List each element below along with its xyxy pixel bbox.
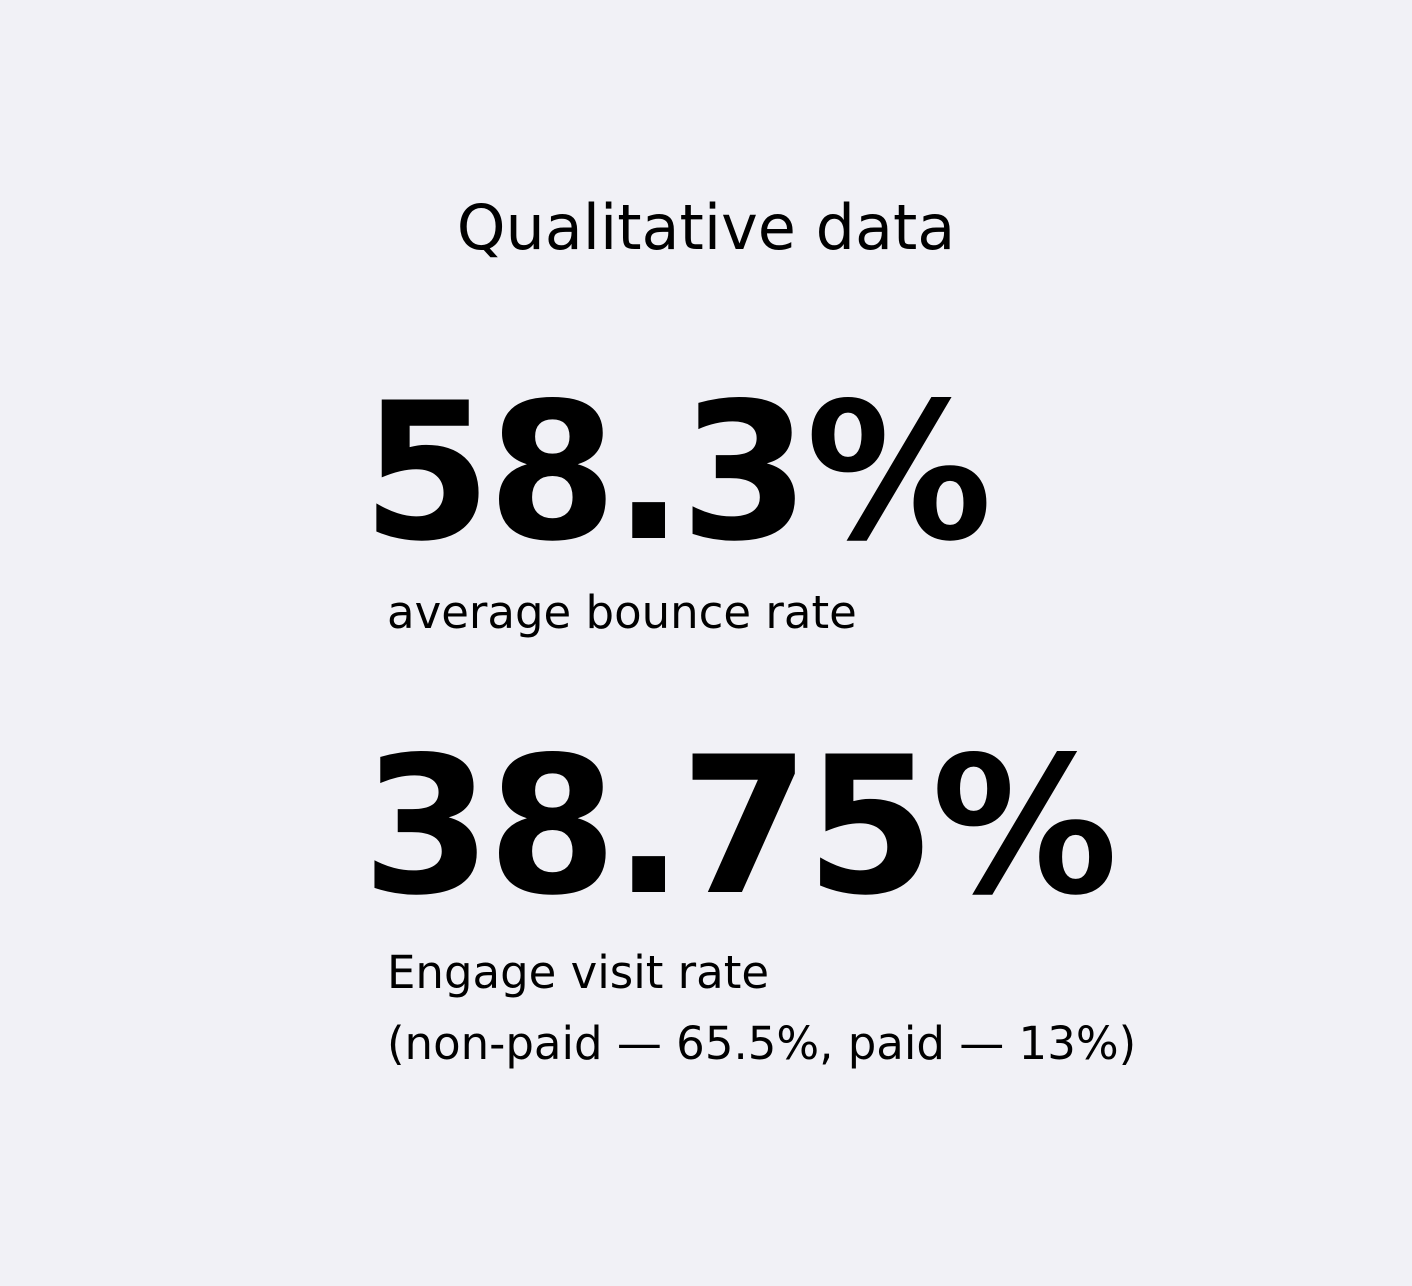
engage-visit-rate-value: 38.75% <box>362 716 1118 937</box>
page-title: Qualitative data <box>456 191 956 264</box>
engage-visit-rate-breakdown: (non-paid — 65.5%, paid — 13%) <box>387 1017 1137 1070</box>
engage-visit-rate-label: Engage visit rate <box>387 946 770 999</box>
bounce-rate-value: 58.3% <box>362 362 992 583</box>
bounce-rate-label: average bounce rate <box>387 586 857 639</box>
